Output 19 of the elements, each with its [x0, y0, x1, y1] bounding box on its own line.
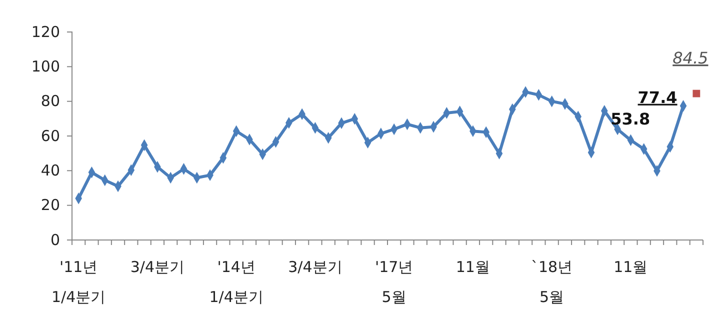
data-label: 77.4	[638, 88, 678, 107]
x-tick-label: '17년 5월	[374, 258, 414, 306]
y-tick-label: 0	[50, 230, 60, 249]
x-tick-label: '14년 1/4분기	[209, 258, 264, 306]
x-tick-label: `18년 5월	[531, 258, 573, 306]
x-tick-label: 11월	[456, 258, 490, 276]
data-label: 53.8	[610, 110, 650, 129]
point	[692, 90, 700, 98]
y-tick-label: 60	[40, 126, 60, 145]
y-tick-label: 120	[31, 22, 60, 41]
x-tick-label: 3/4분기	[130, 258, 185, 276]
x-tick-label: 11월	[614, 258, 648, 276]
data-label: 84.5	[672, 48, 708, 68]
y-tick-label: 40	[40, 161, 60, 180]
y-tick-label: 80	[40, 92, 60, 110]
y-tick-label: 20	[40, 196, 60, 214]
y-tick-label: 100	[31, 57, 60, 76]
x-tick-label: '11년 1/4분기	[52, 258, 106, 306]
x-tick-label: 3/4분기	[288, 258, 342, 276]
